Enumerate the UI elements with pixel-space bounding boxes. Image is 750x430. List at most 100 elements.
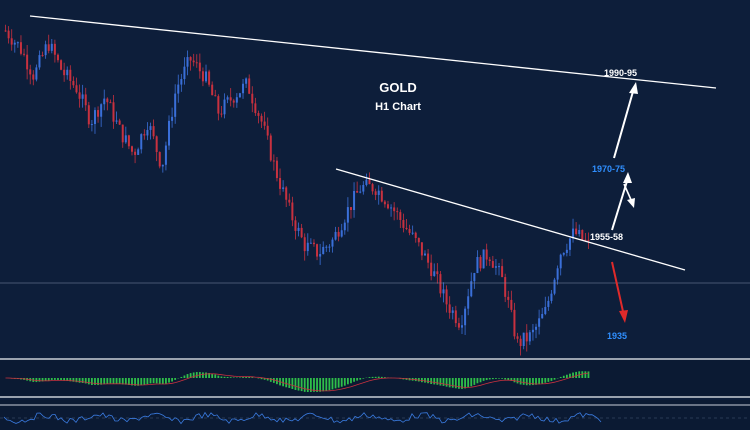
candle	[479, 255, 482, 272]
histogram-bar	[433, 378, 436, 385]
candle	[581, 229, 584, 242]
histogram-bar	[491, 378, 494, 380]
candle	[442, 282, 445, 303]
candle	[13, 39, 16, 53]
candle	[448, 296, 451, 319]
histogram-bar	[78, 378, 81, 383]
histogram-bar	[328, 378, 331, 391]
candle	[29, 64, 32, 85]
candle	[402, 213, 405, 233]
histogram-bar	[359, 378, 362, 380]
histogram-bar	[309, 378, 312, 392]
histogram-bar	[316, 378, 318, 392]
candle	[501, 258, 504, 278]
histogram-bar	[384, 377, 386, 378]
candle	[513, 302, 516, 340]
trendlines	[29, 15, 717, 271]
histogram-bar	[300, 378, 303, 392]
candle	[226, 95, 229, 104]
histogram-bar	[168, 378, 170, 383]
candle	[294, 216, 297, 240]
histogram-bar	[485, 378, 488, 381]
histogram-bar	[282, 378, 285, 387]
histogram-bar	[128, 378, 130, 386]
candle	[325, 245, 328, 252]
histogram-bar	[87, 378, 90, 385]
candle	[275, 157, 278, 182]
histogram-bar	[569, 373, 571, 378]
histogram-bar	[374, 376, 377, 378]
candle	[306, 233, 309, 256]
candle	[195, 54, 198, 68]
histogram-bar	[507, 378, 510, 381]
histogram-bar	[106, 378, 109, 384]
histogram-bar	[121, 378, 124, 385]
histogram-bar	[325, 378, 328, 391]
candle	[174, 84, 177, 124]
candle	[266, 117, 269, 140]
candle	[461, 315, 464, 335]
histogram-bar	[232, 377, 235, 378]
candle	[44, 40, 47, 59]
candle	[149, 122, 152, 140]
candle	[510, 290, 513, 313]
candle	[171, 107, 174, 128]
histogram-bar	[353, 378, 355, 382]
candle	[362, 181, 365, 195]
histogram-bar	[195, 372, 198, 378]
candle	[568, 237, 571, 257]
candle	[183, 57, 186, 85]
histogram-bar	[337, 378, 340, 388]
histogram-bar	[547, 378, 550, 382]
candle	[205, 64, 208, 83]
candle	[396, 207, 399, 220]
histogram-bar	[476, 378, 479, 384]
candle	[319, 243, 322, 265]
histogram-bar	[306, 378, 309, 393]
lower-trendline	[335, 168, 686, 271]
histogram-bar	[44, 378, 47, 381]
arrows	[611, 82, 638, 323]
histogram-bar	[445, 378, 448, 387]
histogram-bar	[266, 378, 269, 381]
candle	[285, 186, 288, 208]
histogram-bar	[340, 378, 343, 387]
histogram-bar	[575, 371, 578, 378]
candle	[559, 253, 562, 276]
candle	[562, 252, 565, 257]
histogram-bar	[263, 378, 266, 380]
candle	[269, 133, 272, 162]
candle	[405, 219, 408, 231]
candle	[516, 332, 519, 343]
histogram-bar	[448, 378, 451, 388]
candle	[541, 307, 544, 319]
candle	[488, 256, 491, 266]
candle	[531, 324, 534, 341]
candle	[23, 48, 26, 57]
histogram-bar	[183, 375, 186, 378]
candle	[100, 103, 103, 127]
level-label-1990-95: 1990-95	[604, 68, 637, 78]
candle	[288, 193, 291, 206]
candle	[279, 168, 282, 196]
histogram-bar	[356, 378, 359, 381]
candle	[356, 181, 359, 193]
histogram-bar	[214, 374, 217, 378]
candle	[235, 93, 238, 108]
histogram-bar	[161, 378, 164, 385]
upper-trendline	[29, 15, 717, 89]
histogram-bar	[134, 378, 136, 386]
candle	[60, 59, 63, 71]
histogram-bar	[525, 378, 528, 386]
histogram-bar	[53, 378, 56, 380]
histogram-bar	[285, 378, 288, 388]
candle	[152, 119, 155, 140]
candle	[220, 105, 223, 118]
candle	[427, 248, 430, 269]
histogram-bar	[427, 378, 429, 384]
histogram-bar	[239, 377, 241, 378]
candle	[485, 243, 488, 266]
histogram-bar	[498, 378, 500, 379]
candle	[584, 232, 587, 242]
candle	[312, 239, 315, 247]
